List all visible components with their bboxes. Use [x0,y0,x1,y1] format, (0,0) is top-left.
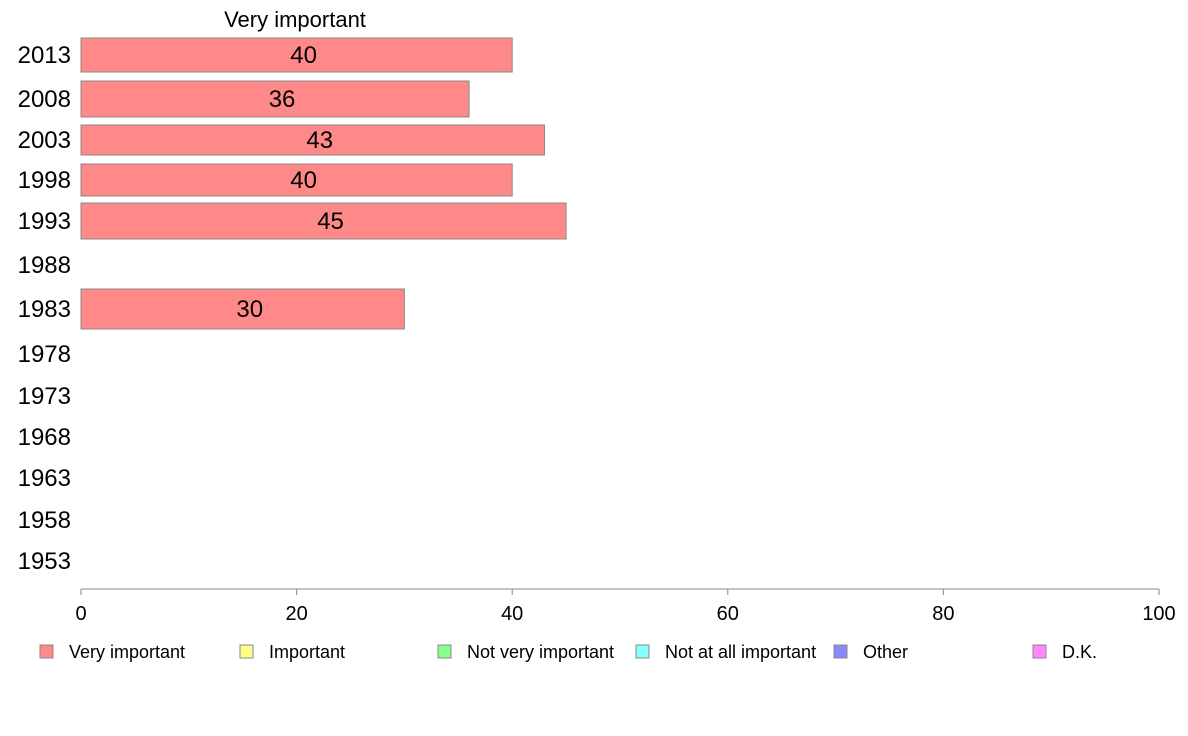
category-label-2003: 2003 [18,127,71,154]
legend-label-other: Other [863,642,908,662]
data-label-2008: 36 [269,86,296,113]
bar-1983 [80,288,405,330]
legend-label-d-k: D.K. [1062,642,1097,662]
category-label-1953: 1953 [18,548,71,575]
legend-swatch-very-important [39,644,54,659]
category-labels: 2013 2008 2003 1998 1993 1988 1983 1978 1973 1968… [18,42,71,575]
category-label-1968: 1968 [18,424,71,451]
data-label-1998: 40 [290,167,317,194]
legend-swatch-other [833,644,848,659]
x-tick-label-40: 40 [501,603,523,625]
x-axis: 0 20 40 60 80 100 [75,588,1176,625]
bars [80,37,567,330]
data-label-1993: 45 [317,208,344,235]
bar-1993 [80,202,567,240]
category-label-1988: 1988 [18,252,71,279]
x-tick-label-100: 100 [1142,603,1175,625]
bar-2013 [80,37,513,73]
bar-2008 [80,80,470,118]
legend-label-important: Important [269,642,345,662]
category-label-1978: 1978 [18,341,71,368]
legend-swatch-d-k [1032,644,1047,659]
category-label-2013: 2013 [18,42,71,69]
data-label-2003: 43 [306,127,333,154]
legend-swatch-not-at-all-important [635,644,650,659]
x-tick-label-0: 0 [75,603,86,625]
bar-1998 [80,163,513,197]
legend-label-not-very-important: Not very important [467,642,614,662]
panel-title: Very important [224,7,366,32]
x-tick-label-80: 80 [932,603,954,625]
category-label-1958: 1958 [18,507,71,534]
category-label-1973: 1973 [18,383,71,410]
legend-label-not-at-all-important: Not at all important [665,642,816,662]
legend: Very important Important Not very importan… [39,642,1097,662]
legend-swatch-not-very-important [437,644,452,659]
category-label-1993: 1993 [18,208,71,235]
category-label-2008: 2008 [18,86,71,113]
legend-label-very-important: Very important [69,642,185,662]
bar-2003 [80,124,546,156]
category-label-1963: 1963 [18,465,71,492]
category-label-1983: 1983 [18,296,71,323]
legend-swatch-important [239,644,254,659]
data-label-1983: 30 [236,296,263,323]
category-label-1998: 1998 [18,167,71,194]
data-label-2013: 40 [290,42,317,69]
x-tick-label-20: 20 [285,603,307,625]
x-tick-label-60: 60 [717,603,739,625]
